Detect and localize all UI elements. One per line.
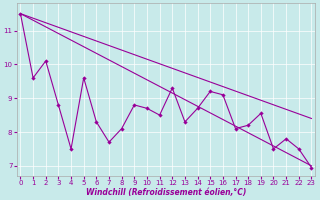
X-axis label: Windchill (Refroidissement éolien,°C): Windchill (Refroidissement éolien,°C) [86,188,246,197]
